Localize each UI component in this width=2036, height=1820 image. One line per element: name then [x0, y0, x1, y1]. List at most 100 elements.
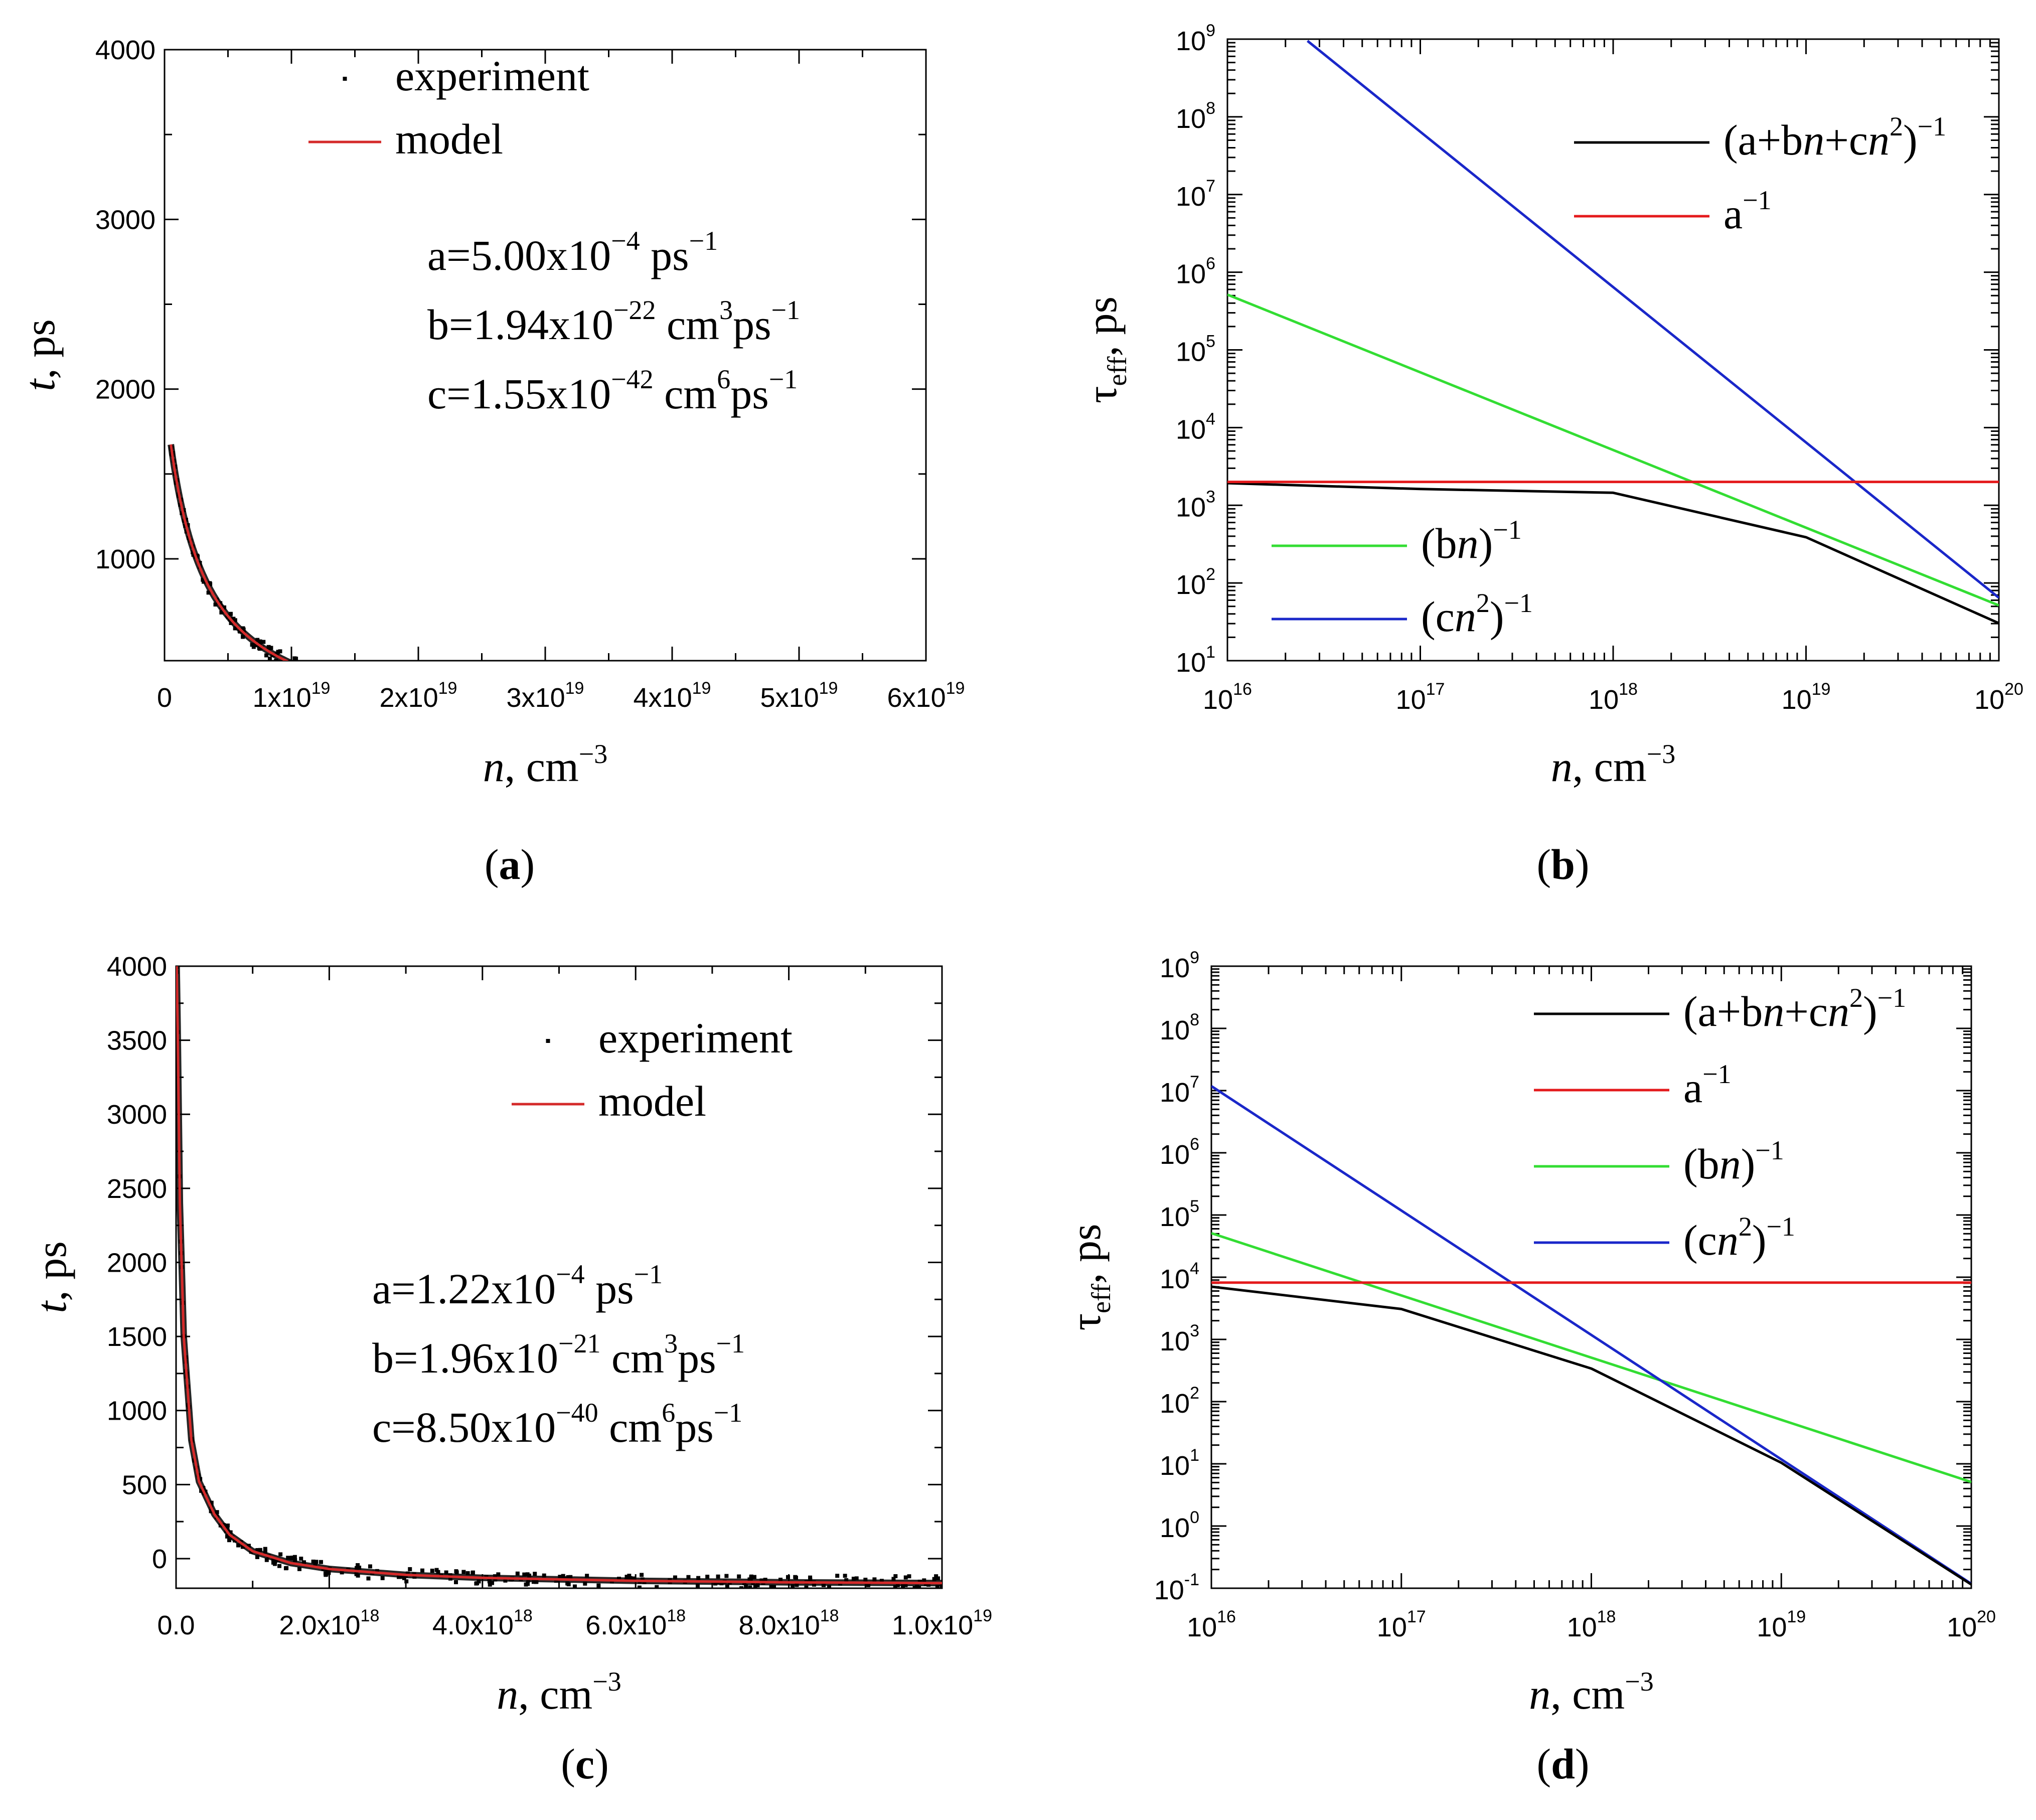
tick-text: 3x10	[507, 683, 565, 713]
y-axis-label-c: t, ps	[27, 1241, 75, 1313]
legend-text: model	[598, 1077, 706, 1125]
experiment-point	[408, 1567, 412, 1571]
experiment-point	[357, 1565, 362, 1570]
experiment-point	[621, 711, 625, 715]
experiment-point	[808, 1575, 813, 1580]
panel-letter: b	[1551, 840, 1575, 888]
experiment-point	[434, 1568, 439, 1572]
legend-part: +c	[1824, 116, 1868, 164]
experiment-point	[772, 1585, 776, 1588]
tick-exponent: 2	[1206, 565, 1215, 584]
experiment-band-a	[168, 443, 294, 661]
experiment-point	[267, 656, 272, 661]
tick-exponent: 2	[1190, 1384, 1199, 1403]
experiment-point	[693, 707, 697, 711]
tick-text: 4.0x10	[432, 1610, 514, 1640]
experiment-point	[917, 1585, 921, 1588]
tick-text: 2.0x10	[279, 1610, 360, 1640]
tick-text: 10	[1176, 337, 1206, 367]
experiment-point	[742, 709, 746, 713]
experiment-point	[903, 1575, 908, 1580]
y-axis-var: t	[27, 1300, 75, 1313]
y-tick-label: 104	[1176, 409, 1215, 444]
experiment-point	[350, 681, 354, 685]
experiment-point	[228, 612, 233, 616]
x-tick-label: 1020	[1974, 680, 2023, 715]
x-axis-label-d: n, cm−3	[1529, 1666, 1654, 1718]
experiment-point	[264, 1558, 269, 1562]
experiment-point	[404, 1579, 409, 1584]
x-axis-exponent: −3	[579, 739, 607, 769]
legend-var: n	[1828, 987, 1849, 1035]
tick-text: 10	[1176, 182, 1206, 212]
param-prefix: c=1.55x10	[427, 370, 611, 418]
experiment-point	[271, 1560, 275, 1565]
tick-text: 500	[122, 1470, 167, 1500]
y-tick-label: 105	[1176, 332, 1215, 367]
param-unit-exponent: 6	[662, 1398, 675, 1428]
param-exponent: −42	[611, 364, 653, 394]
tick-text: 10	[1176, 259, 1206, 289]
legend-part: )	[1479, 519, 1493, 567]
experiment-point	[331, 680, 335, 684]
param-unit-exponent: −1	[689, 226, 718, 256]
tick-text: 1500	[107, 1322, 167, 1352]
experiment-point	[430, 1569, 434, 1573]
tick-exponent: 8	[1190, 1010, 1199, 1029]
experiment-point	[673, 1575, 677, 1580]
legend-power: 2	[1476, 588, 1490, 618]
y-tick-label: 100	[1160, 1508, 1199, 1543]
y-axis-subscript: eff	[1086, 1284, 1116, 1313]
legend-exponent: −1	[1504, 588, 1532, 618]
tick-text: 8.0x10	[739, 1610, 820, 1640]
y-tick-label: 3000	[95, 205, 155, 235]
param-unit: ps	[640, 231, 689, 279]
tick-text: 3000	[95, 205, 155, 235]
tick-text: 0.0	[157, 1610, 195, 1640]
experiment-point	[302, 667, 306, 671]
experiment-point	[629, 709, 633, 713]
param-unit-exponent: 6	[717, 364, 730, 394]
panel-paren: )	[1575, 1740, 1590, 1788]
experiment-point	[440, 698, 444, 702]
experiment-point	[286, 1556, 290, 1560]
panel-paren: (	[1536, 840, 1551, 888]
experiment-point	[655, 1585, 659, 1588]
x-axis-unit: , cm	[505, 742, 579, 791]
experiment-point	[934, 1574, 938, 1579]
experiment-point	[277, 662, 281, 666]
experiment-point	[598, 714, 602, 718]
tick-exponent: 17	[1407, 1607, 1426, 1626]
experiment-point	[490, 1581, 495, 1585]
experiment-point	[637, 1585, 642, 1588]
tick-exponent: 20	[1977, 1607, 1996, 1626]
tick-text: 6x10	[887, 683, 946, 713]
panel-label-c: (c)	[561, 1740, 608, 1788]
experiment-point	[696, 1576, 701, 1580]
fit-parameter: b=1.94x10−22 cm3ps−1	[427, 295, 800, 349]
legend-var: n	[1803, 116, 1824, 164]
experiment-point	[584, 711, 588, 715]
tick-exponent: 18	[1619, 680, 1638, 699]
experiment-point	[314, 1560, 319, 1564]
experiment-point	[461, 1570, 466, 1574]
experiment-point	[769, 1585, 773, 1588]
experiment-point	[443, 702, 447, 706]
experiment-point	[380, 1576, 385, 1580]
experiment-point	[893, 1585, 897, 1588]
experiment-point	[640, 1573, 644, 1577]
experiment-point	[450, 699, 454, 703]
tick-text: 10	[1203, 685, 1233, 715]
experiment-point	[368, 1564, 372, 1569]
experiment-point	[213, 602, 218, 607]
series-line-black	[1211, 1285, 1971, 1586]
tick-exponent: 19	[438, 679, 457, 698]
model-line-c	[176, 966, 942, 1585]
tick-text: 10	[1947, 1612, 1977, 1642]
experiment-point	[369, 685, 373, 689]
x-axis-label-b: n, cm−3	[1551, 739, 1676, 791]
experiment-point	[469, 700, 473, 704]
experiment-point	[502, 696, 506, 700]
experiment-point	[464, 700, 468, 704]
